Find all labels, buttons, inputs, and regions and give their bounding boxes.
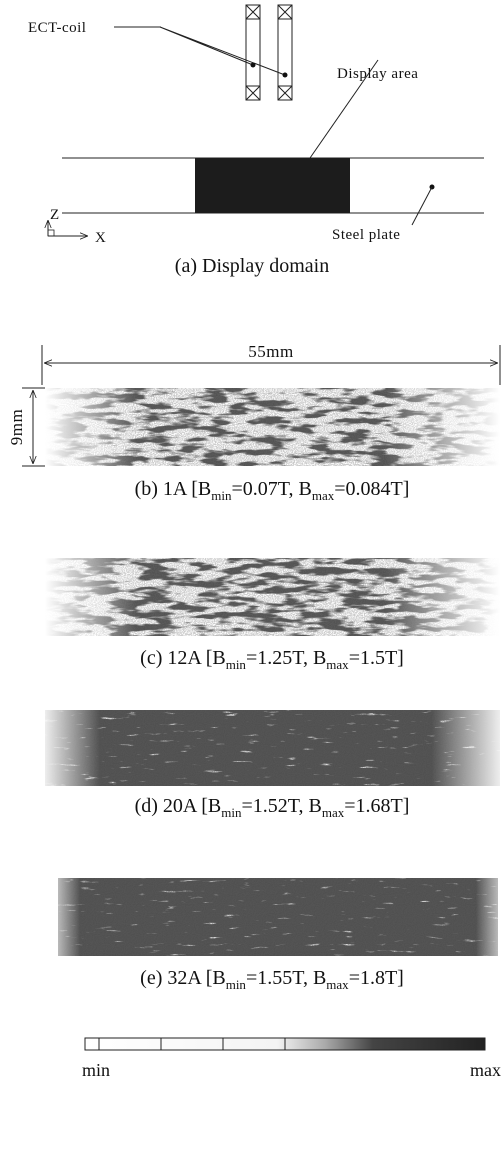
caption-part: (c) 12A [B	[140, 647, 226, 669]
caption-part: =1.5T]	[349, 647, 404, 669]
caption-part: max	[326, 657, 349, 672]
leader	[114, 26, 286, 76]
caption: (c) 12A [Bmin=1.25T, Bmax=1.5T]	[140, 647, 404, 672]
caption-part: =1.52T, B	[242, 795, 322, 817]
axis-label: Z	[50, 207, 60, 223]
caption-part: min	[226, 977, 247, 992]
colorbar-label: min	[82, 1060, 110, 1080]
caption: (b) 1A [Bmin=0.07T, Bmax=0.084T]	[135, 478, 410, 503]
display-area-rect	[195, 158, 350, 213]
dimension-ext	[22, 387, 45, 467]
caption-part: =1.68T]	[344, 795, 409, 817]
caption-part: max	[312, 488, 335, 503]
caption-part: =1.55T, B	[246, 967, 326, 989]
field-image	[58, 878, 498, 956]
caption-part: (b) 1A [B	[135, 478, 212, 500]
dot	[282, 72, 288, 78]
dot	[250, 62, 256, 68]
axis-label: X	[95, 230, 106, 246]
caption-part: min	[226, 657, 247, 672]
dimension-label: 55mm	[248, 342, 293, 361]
caption-part: (e) 32A [B	[140, 967, 226, 989]
caption: (a) Display domain	[175, 255, 329, 277]
caption: (e) 32A [Bmin=1.55T, Bmax=1.8T]	[140, 967, 404, 992]
caption-part: =1.25T, B	[246, 647, 326, 669]
caption-part: (d) 20A [B	[135, 795, 222, 817]
field-image	[45, 558, 500, 636]
caption-part: =1.8T]	[349, 967, 404, 989]
coils	[245, 4, 293, 101]
colorbar-label: max	[470, 1060, 501, 1080]
caption-part: max	[322, 805, 345, 820]
label: ECT-coil	[28, 20, 86, 36]
colorbar-div	[98, 1038, 286, 1050]
field-image	[45, 388, 500, 466]
leader	[411, 186, 433, 226]
caption-part: =0.084T]	[334, 478, 409, 500]
dimension-label: 9mm	[7, 409, 26, 445]
leader	[309, 59, 379, 159]
caption-part: min	[211, 488, 232, 503]
caption: (d) 20A [Bmin=1.52T, Bmax=1.68T]	[135, 795, 410, 820]
caption-part: max	[326, 977, 349, 992]
field-image	[45, 710, 500, 786]
dimension-ext	[41, 345, 501, 385]
label: Display area	[337, 66, 418, 82]
label: Steel plate	[332, 227, 400, 243]
caption-part: min	[221, 805, 242, 820]
caption-part: =0.07T, B	[232, 478, 312, 500]
